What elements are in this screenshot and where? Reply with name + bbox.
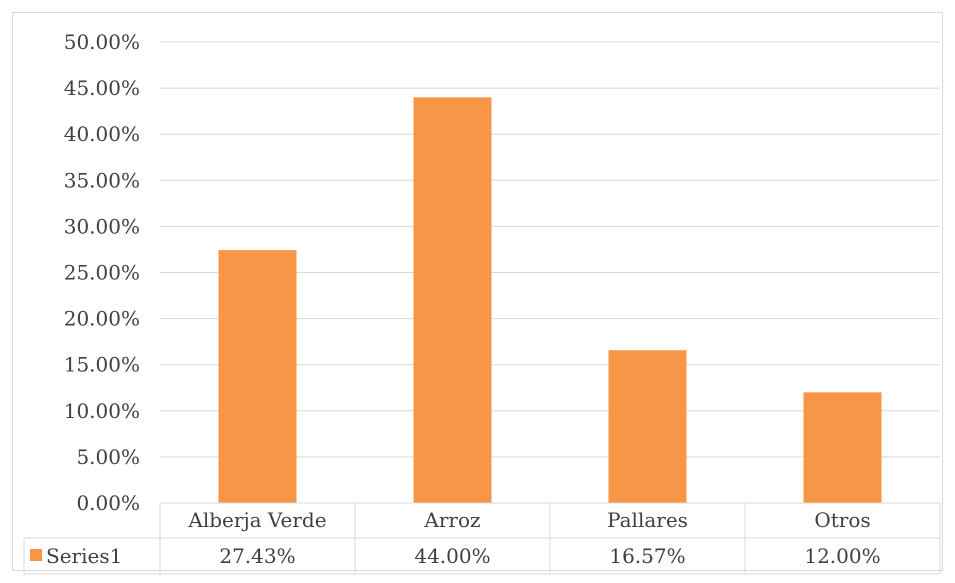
category-label: Alberja Verde — [187, 508, 326, 532]
bar — [803, 392, 882, 503]
y-tick-label: 30.00% — [64, 214, 140, 238]
bar — [218, 250, 297, 503]
bar — [413, 97, 492, 503]
bar — [608, 350, 687, 503]
data-table-value: 27.43% — [219, 544, 295, 568]
y-tick-label: 5.00% — [76, 445, 140, 469]
y-tick-label: 40.00% — [64, 122, 140, 146]
y-tick-label: 0.00% — [76, 491, 140, 515]
category-label: Otros — [814, 508, 870, 532]
data-table-value: 16.57% — [609, 544, 685, 568]
y-tick-label: 15.00% — [64, 353, 140, 377]
y-tick-label: 50.00% — [64, 30, 140, 54]
category-label: Arroz — [423, 508, 480, 532]
legend-series-name: Series1 — [46, 544, 122, 568]
legend-swatch — [30, 549, 42, 561]
y-tick-label: 25.00% — [64, 261, 140, 285]
y-tick-label: 45.00% — [64, 76, 140, 100]
data-table-value: 44.00% — [414, 544, 490, 568]
data-table-value: 12.00% — [804, 544, 880, 568]
y-tick-label: 10.00% — [64, 399, 140, 423]
y-tick-label: 20.00% — [64, 307, 140, 331]
category-label: Pallares — [607, 508, 688, 532]
y-tick-label: 35.00% — [64, 168, 140, 192]
